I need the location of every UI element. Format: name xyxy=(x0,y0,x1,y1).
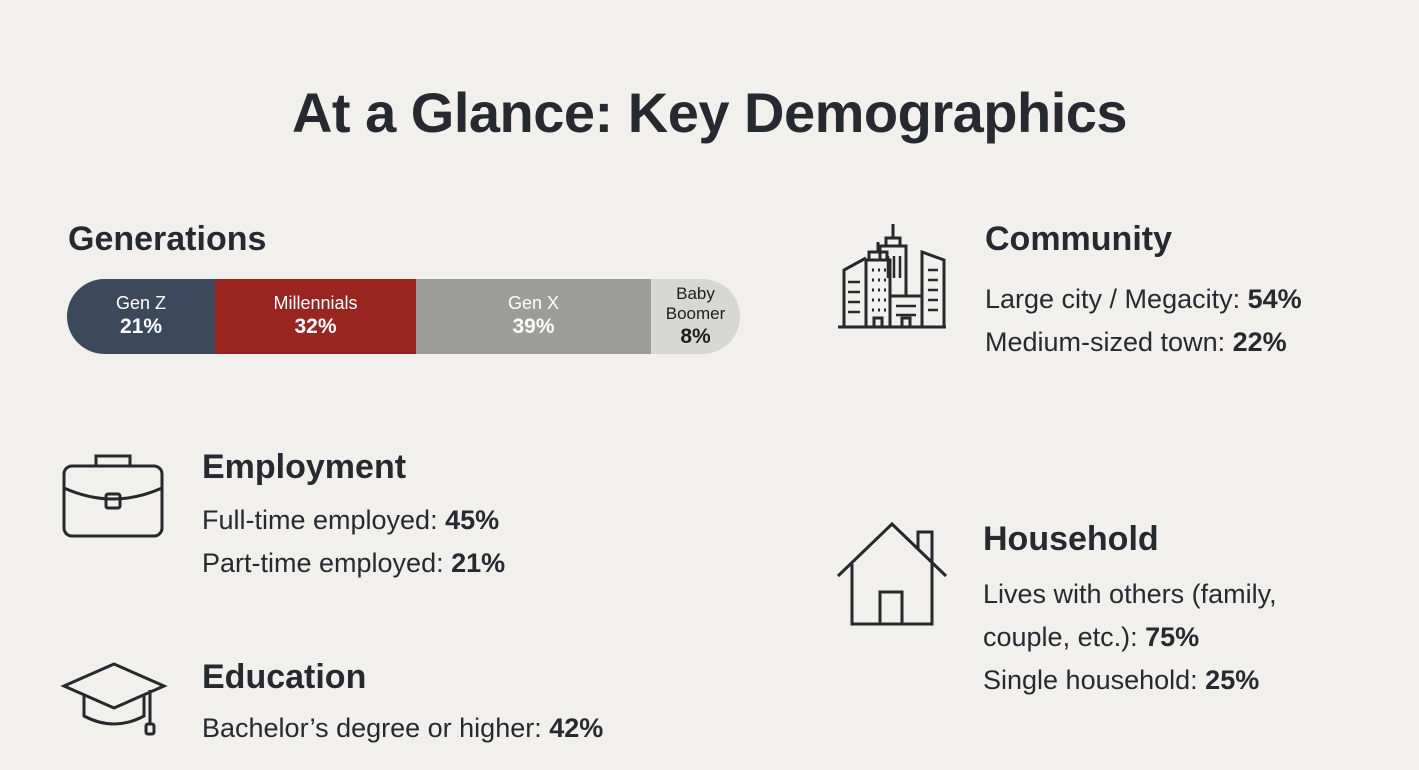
stat-value: 22% xyxy=(1232,327,1287,357)
stat-label: Medium-sized town: xyxy=(985,327,1233,357)
stat-label: Full-time employed: xyxy=(202,505,446,535)
education-line: Bachelor’s degree or higher: 42% xyxy=(202,707,603,750)
segment-label: Gen X xyxy=(507,293,560,313)
household-line: couple, etc.): 75% xyxy=(983,616,1277,659)
stat-label: Lives with others (family, xyxy=(983,579,1277,609)
segment-label: Millennials xyxy=(273,293,358,313)
generations-stacked-bar: Gen Z 21% Millennials 32% Gen X 39% Baby Bo… xyxy=(67,279,740,354)
employment-line: Full-time employed: 45% xyxy=(202,499,505,542)
employment-stats: Full-time employed: 45% Part-time employ… xyxy=(202,499,505,585)
household-heading: Household xyxy=(983,520,1159,558)
segment-label: Baby Boomer xyxy=(665,283,726,323)
employment-heading: Employment xyxy=(202,448,407,486)
stat-label: Single household: xyxy=(983,665,1206,695)
stat-label: Part-time employed: xyxy=(202,548,452,578)
briefcase-icon xyxy=(62,454,164,538)
community-stats: Large city / Megacity: 54% Medium-sized … xyxy=(985,278,1302,364)
community-heading: Community xyxy=(985,220,1172,258)
page-title: At a Glance: Key Demographics xyxy=(291,81,1128,144)
stat-value: 25% xyxy=(1205,665,1260,695)
stat-value: 45% xyxy=(445,505,500,535)
house-icon xyxy=(836,521,948,626)
stat-label: couple, etc.): xyxy=(983,622,1146,652)
segment-value: 32% xyxy=(294,315,337,338)
segment-value: 39% xyxy=(512,315,555,338)
employment-line: Part-time employed: 21% xyxy=(202,542,505,585)
graduation-cap-icon xyxy=(60,662,168,736)
bar-segment-millennials: Millennials 32% xyxy=(215,279,416,354)
stat-value: 54% xyxy=(1247,284,1302,314)
household-line: Single household: 25% xyxy=(983,659,1277,702)
stat-label: Bachelor’s degree or higher: xyxy=(202,713,550,743)
stat-value: 21% xyxy=(451,548,506,578)
generations-heading: Generations xyxy=(68,220,267,258)
bar-segment-gen-x: Gen X 39% xyxy=(416,279,651,354)
city-buildings-icon xyxy=(838,224,946,329)
education-stats: Bachelor’s degree or higher: 42% xyxy=(202,707,603,750)
education-heading: Education xyxy=(202,658,367,696)
segment-value: 8% xyxy=(680,324,711,348)
household-stats: Lives with others (family, couple, etc.)… xyxy=(983,573,1277,702)
segment-value: 21% xyxy=(119,315,163,338)
segment-label: Gen Z xyxy=(115,293,167,313)
stat-value: 42% xyxy=(549,713,604,743)
community-line: Medium-sized town: 22% xyxy=(985,321,1302,364)
bar-segment-baby-boomer: Baby Boomer 8% xyxy=(651,279,740,354)
stat-value: 75% xyxy=(1145,622,1200,652)
community-line: Large city / Megacity: 54% xyxy=(985,278,1302,321)
bar-segment-gen-z: Gen Z 21% xyxy=(67,279,215,354)
stat-label: Large city / Megacity: xyxy=(985,284,1248,314)
